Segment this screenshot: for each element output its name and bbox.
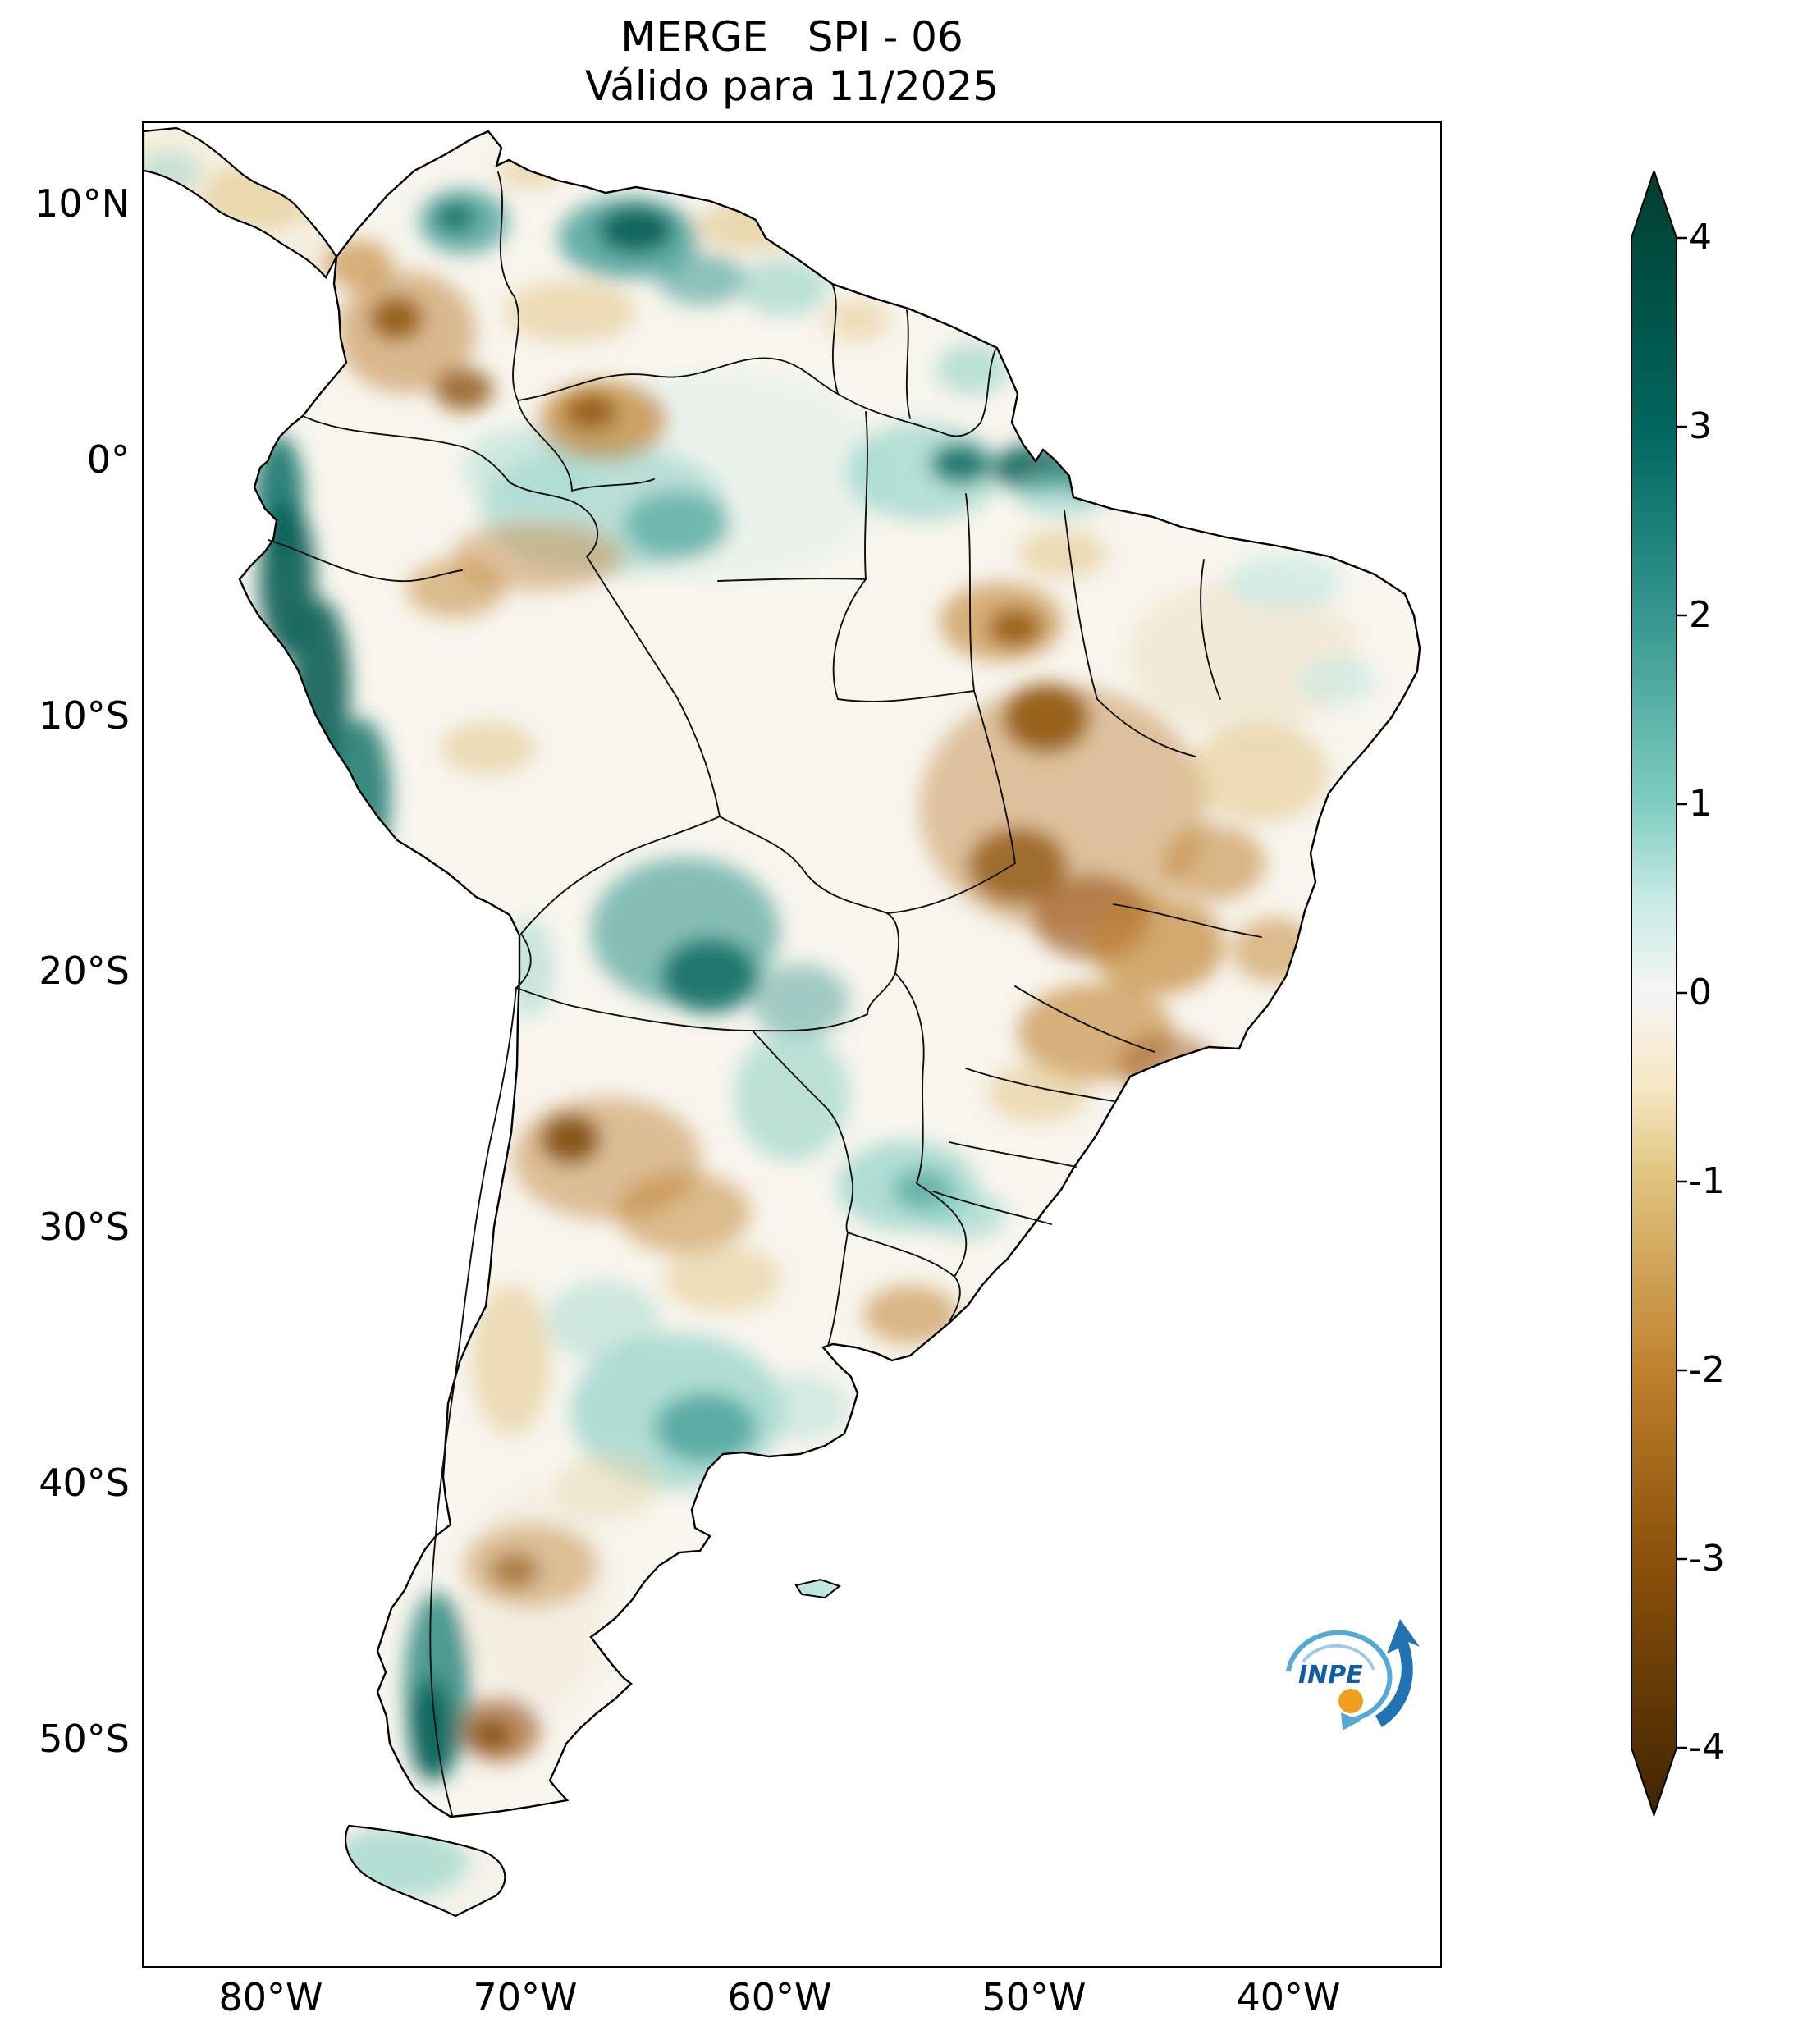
x-axis-tick-label: 70°W <box>473 1975 578 2019</box>
y-axis-tick-label: 10°N <box>34 181 130 226</box>
spi-region-paraguay-wet <box>734 1030 849 1161</box>
spi-region-uruguay-dry <box>863 1285 958 1344</box>
offshore-island <box>794 1578 842 1599</box>
spi-region-pantanal-wet <box>751 964 849 1038</box>
colorbar <box>1631 171 1687 1816</box>
spi-region-tocantins-dry-core <box>1004 684 1089 752</box>
spi-region-maranhao-dry-core <box>989 610 1041 646</box>
spi-region-sao-paulo-light-dry <box>987 1063 1089 1123</box>
spi-region-central-amazonas-wet-core <box>624 491 730 560</box>
spi-region-goias-dry-core <box>968 828 1067 903</box>
colorbar-tick-label: 1 <box>1689 783 1712 825</box>
spi-region-orinoco-delta-dry <box>775 182 841 225</box>
inpe-logo-arrow <box>1375 1619 1420 1727</box>
colorbar-tick-label: 4 <box>1689 217 1712 258</box>
spi-region-south-venezuela-wet-core <box>599 207 673 253</box>
spi-region-guyana-coast-dry <box>698 199 804 252</box>
x-axis-tick-label: 50°W <box>981 1975 1087 2019</box>
spi-region-chaco-dry <box>616 1172 751 1254</box>
y-axis-tick-label: 20°S <box>39 949 130 993</box>
spi-region-bahia-dry <box>1164 825 1265 901</box>
spi-region-ne-brazil-faint-dry-tint <box>1128 578 1358 734</box>
spi-region-jurua-dry <box>406 560 505 618</box>
spi-region-santiago-del-estero-dry <box>663 1244 781 1313</box>
colorbar-tick-label: 2 <box>1689 594 1712 636</box>
inpe-logo-orange-dot <box>1338 1689 1363 1713</box>
colorbar-tick-label: 0 <box>1689 972 1712 1013</box>
spi-region-buenos-aires-light-wet <box>751 1374 849 1440</box>
spi-region-chubut-dry-core <box>490 1552 539 1589</box>
spi-region-ne-interior-light-dry <box>1190 724 1329 822</box>
spi-region-rio-negro-dry-core <box>565 394 617 430</box>
inpe-logo: INPE <box>1286 1619 1420 1731</box>
spi-region-acre-light-dry <box>441 722 536 775</box>
country-state-borders <box>268 171 1262 1816</box>
spi-region-la-pampa-wet-core <box>655 1393 757 1462</box>
spi-region-cordoba-light-wet <box>546 1280 661 1362</box>
spi-region-salta-dry-core <box>541 1114 600 1164</box>
spi-anomaly-layer <box>144 152 1377 1897</box>
spi-region-rio-de-janeiro-dry <box>1119 1034 1217 1096</box>
colorbar-tick-label: -3 <box>1689 1538 1725 1580</box>
spi-region-catatumbo-wet-core <box>436 203 475 232</box>
spi-region-amapa-wet <box>936 343 1009 396</box>
spi-region-santa-cruz-dry-core <box>472 1721 511 1750</box>
colorbar-tick-marks <box>1677 236 1687 1749</box>
x-axis-tick-label: 40°W <box>1236 1975 1341 2019</box>
spi-region-peru-south-coast-wet <box>332 718 391 874</box>
map-plot-area: INPE <box>142 121 1442 1968</box>
figure-title: MERGE SPI - 06 <box>620 13 963 61</box>
spi-region-west-pampa-light-dry <box>556 1454 658 1520</box>
spi-region-guayana-highlands-wet <box>657 253 747 305</box>
spi-region-ceara-light-wet <box>1227 555 1342 610</box>
spi-region-suriname-light-dry <box>825 299 890 341</box>
spi-region-cuyo-light-dry <box>472 1285 551 1436</box>
spi-region-venezuela-llanos-dry <box>505 281 636 343</box>
south-america-spi-map: INPE <box>144 126 1421 1918</box>
spi-region-pernambuco-light-wet <box>1298 656 1377 706</box>
colorbar-tick-label: 3 <box>1689 405 1712 447</box>
x-axis-tick-label: 60°W <box>727 1975 832 2019</box>
spi-region-colombia-dry-core-2 <box>434 368 493 411</box>
spi-region-espirito-santo-dry <box>1232 917 1317 983</box>
y-axis-tick-label: 0° <box>86 437 130 482</box>
y-axis-tick-label: 40°S <box>39 1461 130 1505</box>
y-axis-tick-label: 30°S <box>39 1205 130 1249</box>
inpe-logo-text: INPE <box>1298 1661 1363 1690</box>
colorbar-gradient-bar <box>1631 171 1677 1816</box>
spi-region-west-bahia-dry <box>1090 896 1224 995</box>
spi-region-bolivia-wet-core <box>662 940 757 1013</box>
x-axis-tick-label: 80°W <box>218 1975 323 2019</box>
spi-region-tierra-del-fuego-wet <box>328 1828 468 1897</box>
colorbar-tick-label: -1 <box>1689 1160 1725 1202</box>
spi-region-panama-light-dry <box>201 164 316 230</box>
spi-region-lower-amazon-wet-core-1 <box>931 444 990 483</box>
spi-region-west-maranhao-light-wet <box>1013 468 1112 517</box>
spi-region-south-chile-wet-core <box>409 1679 452 1781</box>
spi-region-east-para-light-dry <box>1018 529 1108 578</box>
y-axis-tick-label: 50°S <box>39 1717 130 1761</box>
spi-region-roraima-light-wet <box>739 258 829 316</box>
figure-subtitle: Válido para 11/2025 <box>584 62 1000 110</box>
y-axis-tick-label: 10°S <box>39 693 130 738</box>
spi-region-colombia-dry-core-1 <box>370 297 423 340</box>
colorbar-tick-label: -4 <box>1689 1726 1725 1768</box>
colorbar-tick-label: -2 <box>1689 1349 1725 1391</box>
